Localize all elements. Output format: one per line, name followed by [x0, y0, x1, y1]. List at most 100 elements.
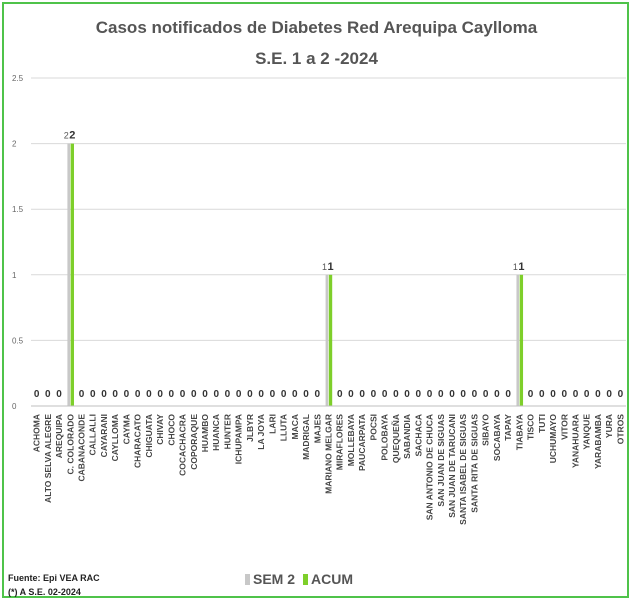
x-tick-label: SIBAYO	[481, 414, 491, 446]
data-label-acum: 1	[518, 261, 524, 273]
data-label-zero: 0	[550, 389, 556, 400]
data-label-sem2: 1	[322, 262, 327, 272]
data-label-zero: 0	[90, 389, 96, 400]
x-tick-label: YANQUE	[582, 414, 592, 450]
x-tick-label: AREQUIPA	[54, 414, 64, 458]
x-tick-label: SANTA ISABEL DE SIGUAS	[458, 414, 468, 525]
data-label-zero: 0	[258, 389, 264, 400]
x-tick-label: SAN JUAN DE TARUCANI	[447, 414, 457, 518]
y-tick-label: 1.5	[12, 205, 24, 214]
data-label-zero: 0	[528, 389, 534, 400]
data-label-zero: 0	[618, 389, 624, 400]
data-label-acum: 1	[328, 261, 334, 273]
x-tick-label: TISCO	[526, 414, 536, 440]
x-tick-label: LLUTA	[279, 414, 289, 441]
x-tick-label: TAPAY	[503, 414, 513, 441]
x-tick-label: HUANCA	[211, 414, 221, 451]
y-tick-label: 0.5	[12, 336, 24, 345]
y-tick-label: 2	[12, 140, 17, 149]
x-tick-label: UCHUMAYO	[548, 414, 558, 464]
x-tick-label: POLOBAYA	[380, 414, 390, 461]
data-label-zero: 0	[472, 389, 478, 400]
data-label-zero: 0	[157, 389, 163, 400]
x-tick-label: CHIVAY	[155, 414, 165, 445]
y-tick-label: 2.5	[12, 74, 24, 83]
data-label-zero: 0	[303, 389, 309, 400]
data-label-zero: 0	[101, 389, 107, 400]
data-label-zero: 0	[213, 389, 219, 400]
x-tick-label: SOCABAYA	[492, 414, 502, 461]
data-label-zero: 0	[112, 389, 118, 400]
data-label-zero: 0	[146, 389, 152, 400]
x-tick-label: OTROS	[615, 414, 625, 445]
x-tick-label: POCSI	[368, 414, 378, 440]
data-label-zero: 0	[483, 389, 489, 400]
x-tick-label: ICHUPAMPA	[234, 414, 244, 464]
data-label-zero: 0	[393, 389, 399, 400]
data-label-zero: 0	[404, 389, 410, 400]
legend-label-sem2: SEM 2	[253, 571, 296, 587]
data-label-zero: 0	[225, 389, 231, 400]
x-tick-label: YARABAMBA	[593, 414, 603, 469]
x-tick-label: LARI	[267, 414, 277, 434]
x-tick-label: YURA	[604, 414, 614, 438]
data-label-zero: 0	[539, 389, 545, 400]
data-label-zero: 0	[169, 389, 175, 400]
data-label-zero: 0	[573, 389, 579, 400]
bar-sem2	[325, 274, 329, 406]
x-tick-label: COPORAQUE	[189, 414, 199, 470]
data-label-zero: 0	[236, 389, 242, 400]
data-label-zero: 0	[449, 389, 455, 400]
data-label-zero: 0	[191, 389, 197, 400]
x-tick-label: MARIANO MELGAR	[324, 414, 334, 494]
x-tick-label: VITOR	[559, 414, 569, 440]
x-tick-label: HUAMBO	[200, 414, 210, 453]
x-tick-label: CAYARANI	[99, 414, 109, 457]
x-tick-label: CHIGUATA	[144, 414, 154, 458]
data-label-zero: 0	[314, 389, 320, 400]
data-label-zero: 0	[202, 389, 208, 400]
x-tick-label: CHARACATO	[133, 414, 143, 468]
source-note: Fuente: Epi VEA RAC	[8, 573, 100, 583]
bar-acum	[70, 143, 74, 406]
x-tick-label: MIRAFLORES	[335, 414, 345, 471]
data-label-zero: 0	[438, 389, 444, 400]
period-note: (*) A S.E. 02-2024	[8, 587, 81, 597]
x-tick-label: COCACHACRA	[178, 414, 188, 476]
data-label-zero: 0	[34, 389, 40, 400]
data-label-zero: 0	[135, 389, 141, 400]
data-label-zero: 0	[348, 389, 354, 400]
data-label-zero: 0	[382, 389, 388, 400]
x-tick-label: MADRIGAL	[301, 414, 311, 460]
bar-sem2	[516, 274, 520, 406]
x-tick-label: LA JOYA	[256, 414, 266, 450]
x-tick-label: CAYMA	[121, 414, 131, 444]
legend: SEM 2 ACUM	[245, 571, 353, 587]
data-label-zero: 0	[606, 389, 612, 400]
data-label-zero: 0	[292, 389, 298, 400]
x-tick-label: CABANACONDE	[77, 414, 87, 482]
data-label-zero: 0	[270, 389, 276, 400]
x-tick-label: ALTO SELVA ALEGRE	[43, 414, 53, 503]
legend-swatch-acum	[303, 573, 309, 585]
x-tick-label: CAYLLOMA	[110, 414, 120, 461]
x-tick-label: TUTI	[537, 414, 547, 433]
y-tick-label: 0	[12, 402, 17, 411]
data-label-zero: 0	[45, 389, 51, 400]
x-tick-label: SAN JUAN DE SIGUAS	[436, 414, 446, 507]
data-label-zero: 0	[180, 389, 186, 400]
data-label-zero: 0	[494, 389, 500, 400]
x-tick-label: CALLALLI	[88, 414, 98, 456]
x-tick-label: SAN ANTONIO DE CHUCA	[425, 414, 435, 520]
data-label-zero: 0	[337, 389, 343, 400]
x-tick-label: MAJES	[312, 414, 322, 444]
x-tick-label: MACA	[290, 414, 300, 440]
data-label-zero: 0	[595, 389, 601, 400]
y-tick-label: 1	[12, 271, 17, 280]
chart-title: Casos notificados de Diabetes Red Arequi…	[95, 18, 538, 37]
data-label-zero: 0	[79, 389, 85, 400]
data-label-zero: 0	[460, 389, 466, 400]
x-tick-label: JLBYR	[245, 414, 255, 442]
